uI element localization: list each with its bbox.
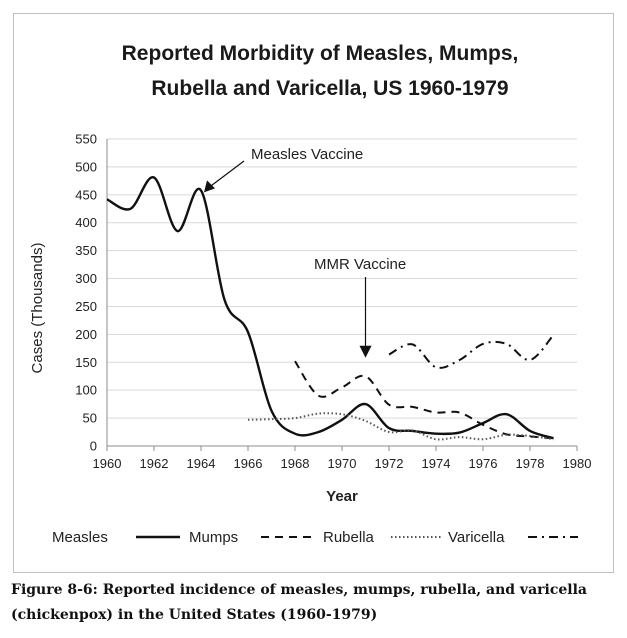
y-axis-title: Cases (Thousands) [29,243,46,374]
annotation-arrow-shaft [208,160,245,188]
x-tick-label: 1976 [469,456,498,471]
y-tick-label: 150 [75,355,97,370]
series-line-mumps [294,360,554,440]
x-tick-label: 1974 [422,456,451,471]
legend-label-varicella: Varicella [448,529,505,546]
y-tick-label: 200 [75,327,97,342]
data-point-mumps [364,375,366,377]
series-line-varicella [388,334,555,369]
y-tick-label: 250 [75,299,97,314]
y-tick-label: 450 [75,187,97,202]
y-tick-label: 100 [75,383,97,398]
x-tick-label: 1980 [563,456,592,471]
data-point-varicella [529,359,531,361]
legend-label-mumps: Mumps [189,529,238,546]
y-tick-label: 350 [75,243,97,258]
y-tick-label: 50 [83,411,97,426]
x-axis-title: Year [326,488,358,505]
x-tick-label: 1970 [328,456,357,471]
y-tick-label: 400 [75,215,97,230]
x-tick-label: 1962 [140,456,169,471]
data-point-mumps [341,386,343,388]
y-tick-label: 500 [75,159,97,174]
x-tick-label: 1960 [93,456,122,471]
figure-caption: Figure 8-6: Reported incidence of measle… [11,582,587,623]
chart-frame [13,13,614,573]
annotation-arrow-head [204,180,215,193]
annotation-measles-vaccine: Measles Vaccine [251,146,363,163]
chart-title-line-2: Rubella and Varicella, US 1960-1979 [151,77,508,100]
annotation-mmr-vaccine: MMR Vaccine [314,256,406,273]
chart-title-line-1: Reported Morbidity of Measles, Mumps, [122,42,519,65]
data-point-rubella [341,413,343,415]
data-point-mumps [435,411,437,413]
y-tick-label: 550 [75,132,97,147]
y-tick-label: 300 [75,271,97,286]
y-tick-label: 0 [90,439,97,454]
data-point-varicella [505,343,507,345]
x-tick-label: 1978 [516,456,545,471]
data-point-rubella [317,412,319,414]
x-tick-label: 1966 [234,456,263,471]
legend-label-rubella: Rubella [323,529,375,546]
series-line-rubella [247,412,554,441]
annotation-arrow-head [359,345,372,358]
x-tick-label: 1968 [281,456,310,471]
x-tick-label: 1964 [187,456,216,471]
legend-label-measles: Measles [52,529,108,546]
data-point-varicella [435,366,437,368]
series-line-measles [106,176,554,440]
x-tick-label: 1972 [375,456,404,471]
